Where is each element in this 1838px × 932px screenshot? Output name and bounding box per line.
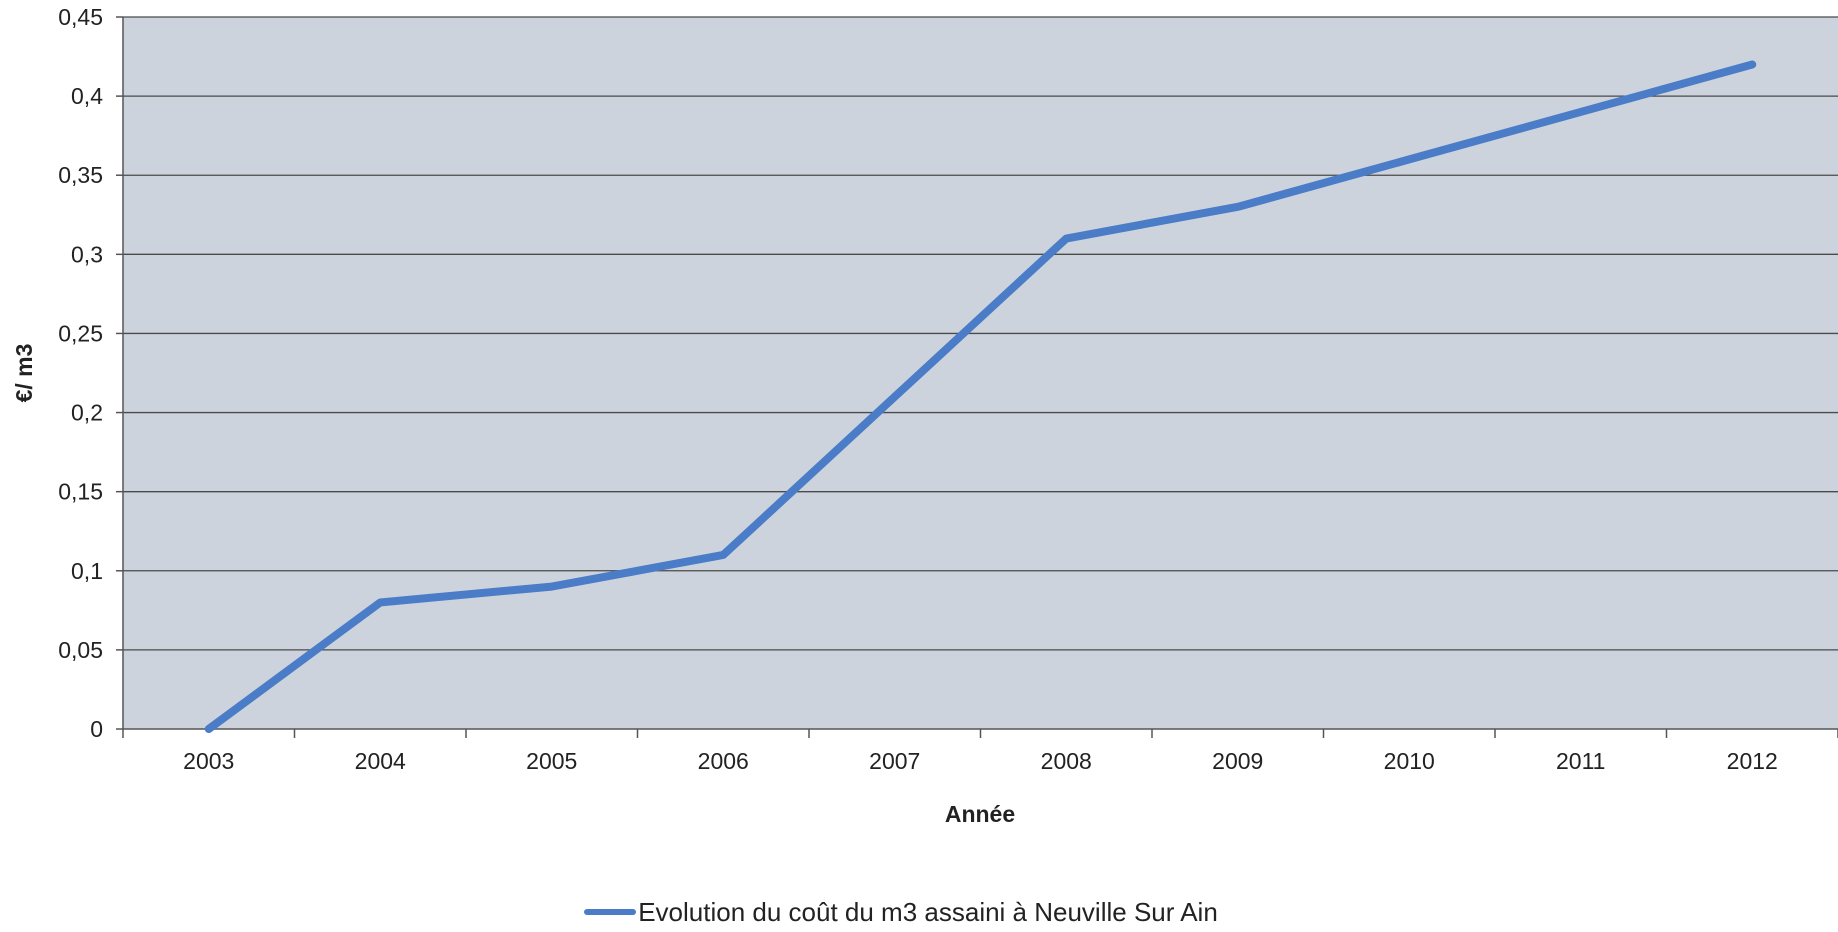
x-axis bbox=[116, 16, 1838, 738]
x-tick-label: 2003 bbox=[183, 748, 234, 774]
x-tick-label: 2005 bbox=[526, 748, 577, 774]
x-tick-label: 2007 bbox=[869, 748, 920, 774]
y-tick-label: 0,4 bbox=[71, 83, 103, 109]
x-tick-label: 2009 bbox=[1212, 748, 1263, 774]
legend-entry: Evolution du coût du m3 assaini à Neuvil… bbox=[584, 897, 1218, 928]
x-axis-title: Année bbox=[945, 801, 1015, 827]
y-tick-label: 0,25 bbox=[58, 320, 103, 346]
x-tick-label: 2011 bbox=[1556, 748, 1605, 774]
series-layer bbox=[204, 60, 1757, 733]
x-tick-label: 2008 bbox=[1041, 748, 1092, 774]
series-line bbox=[204, 60, 1757, 733]
y-tick-label: 0,35 bbox=[58, 162, 103, 188]
y-tick-label: 0 bbox=[90, 716, 103, 742]
legend-label: Evolution du coût du m3 assaini à Neuvil… bbox=[638, 896, 1218, 927]
x-axis-tick-labels: 2003 2004 2005 2006 2007 2008 2009 2010 2011 2012 bbox=[183, 748, 1778, 774]
x-tick-label: 2010 bbox=[1384, 748, 1435, 774]
legend: Evolution du coût du m3 assaini à Neuvil… bbox=[0, 892, 1838, 932]
gridlines bbox=[123, 16, 1838, 651]
y-tick-label: 0,3 bbox=[71, 241, 103, 267]
y-tick-label: 0,15 bbox=[58, 479, 103, 505]
y-tick-label: 0,2 bbox=[71, 400, 103, 426]
x-tick-label: 2012 bbox=[1727, 748, 1778, 774]
plot-area bbox=[123, 17, 1838, 729]
y-axis-title: €/ m3 bbox=[11, 344, 37, 403]
x-tick-label: 2006 bbox=[698, 748, 749, 774]
y-tick-label: 0,45 bbox=[58, 4, 103, 30]
x-tick-label: 2004 bbox=[355, 748, 406, 774]
legend-swatch bbox=[584, 909, 637, 915]
y-tick-label: 0,1 bbox=[71, 558, 103, 584]
y-tick-label: 0,05 bbox=[58, 637, 103, 663]
y-axis-tick-labels: 0 0,05 0,1 0,15 0,2 0,25 0,3 0,35 0,4 0,45 bbox=[58, 4, 103, 742]
